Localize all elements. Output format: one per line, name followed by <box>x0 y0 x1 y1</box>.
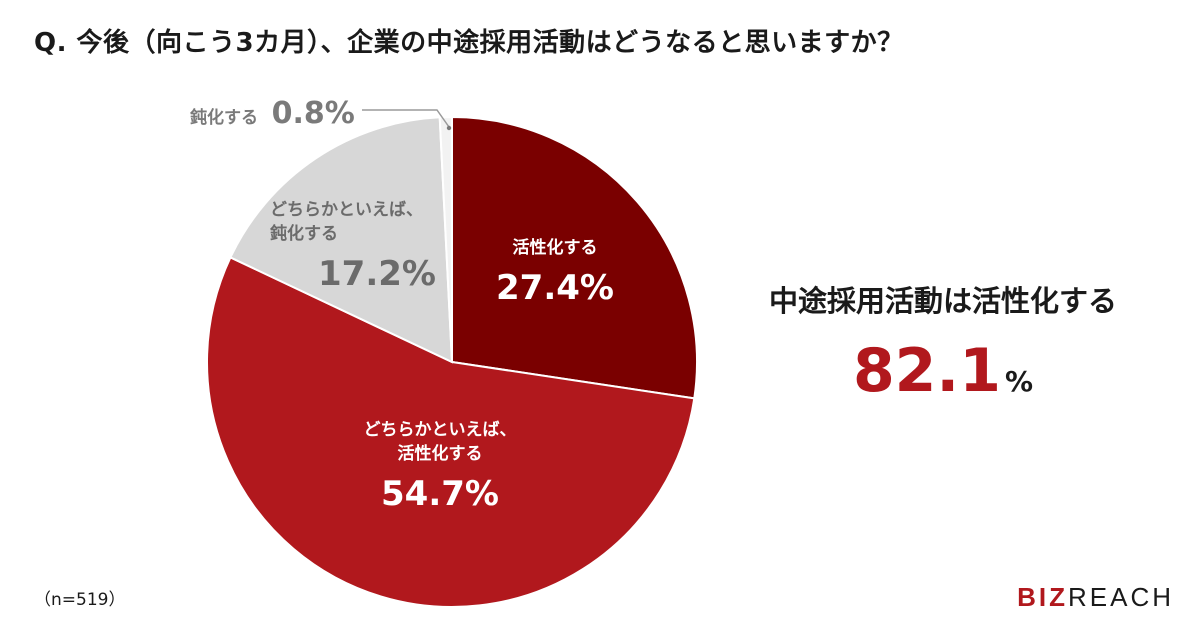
logo-part-biz: BIZ <box>1017 582 1068 612</box>
slice-value-somewhat-active: 54.7% <box>381 474 499 514</box>
summary-callout: 中途採用活動は活性化する 82.1% <box>738 278 1148 406</box>
slice-label-somewhat-active-line2: 活性化する <box>397 444 483 464</box>
slice-label-somewhat-active-line1: どちらかといえば、 <box>363 420 517 440</box>
slice-label-slow: 鈍化する 0.8% <box>190 92 355 136</box>
question-title: Q. 今後（向こう3カ月）、企業の中途採用活動はどうなると思いますか？ <box>34 28 904 58</box>
callout-dot <box>446 125 452 131</box>
slice-slow <box>438 115 453 363</box>
summary-value-wrap: 82.1% <box>738 336 1148 406</box>
slice-label-somewhat-slow-line2: 鈍化する <box>270 224 338 244</box>
summary-unit: % <box>1004 365 1034 398</box>
slice-label-somewhat-active: どちらかといえば、 活性化する 54.7% <box>330 418 550 516</box>
slice-somewhat-slow <box>229 116 454 364</box>
logo-part-reach: REACH <box>1067 582 1174 612</box>
bizreach-logo: BIZREACH <box>1017 582 1174 613</box>
slice-active <box>451 115 698 400</box>
summary-title: 中途採用活動は活性化する <box>768 284 1117 318</box>
slice-label-active-text: 活性化する <box>512 238 598 258</box>
slice-value-somewhat-slow: 17.2% <box>318 254 436 294</box>
slice-somewhat-active <box>206 256 696 608</box>
slice-value-active: 27.4% <box>496 268 614 308</box>
summary-value: 82.1 <box>852 336 1001 406</box>
slice-label-slow-text: 鈍化する <box>190 108 258 128</box>
callout-leader <box>362 109 450 128</box>
slice-label-active: 活性化する 27.4% <box>480 236 630 310</box>
sample-size-note: （n=519） <box>34 590 126 610</box>
slice-value-slow: 0.8% <box>271 96 355 131</box>
slice-label-somewhat-slow-line1: どちらかといえば、 <box>270 200 423 220</box>
slice-label-somewhat-slow: どちらかといえば、 鈍化する 17.2% <box>270 198 450 296</box>
